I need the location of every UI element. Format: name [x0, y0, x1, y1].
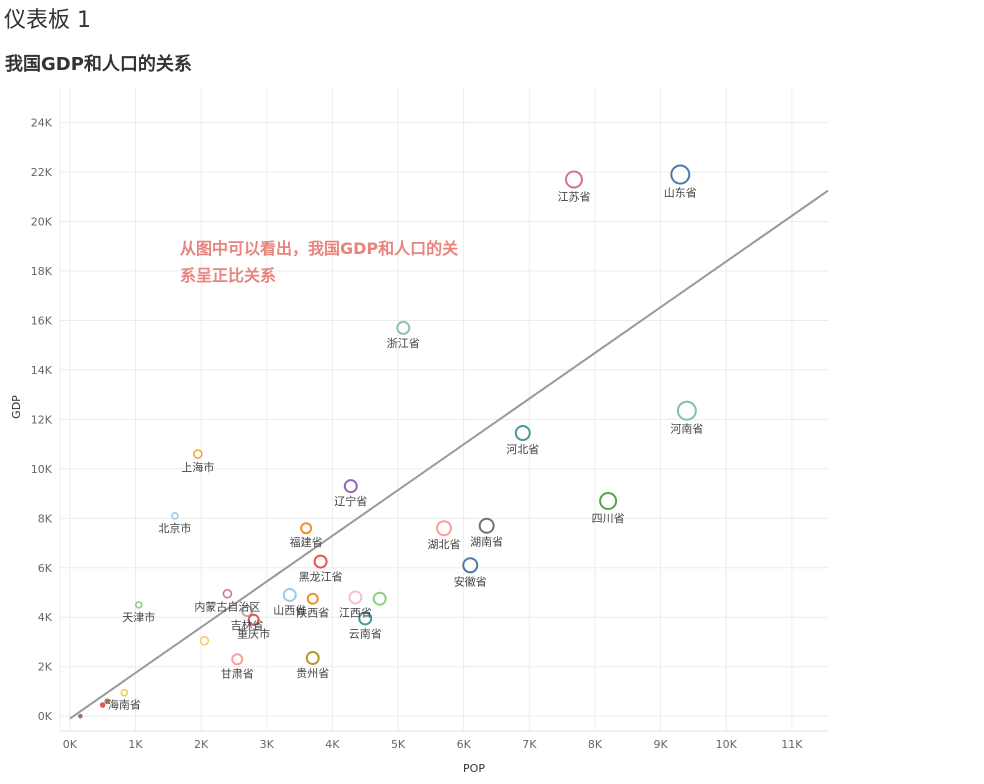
x-tick-label: 2K [194, 738, 209, 751]
data-point[interactable] [231, 653, 244, 666]
data-point[interactable] [171, 512, 179, 520]
data-point[interactable] [300, 522, 313, 535]
data-point[interactable] [120, 688, 129, 697]
x-tick-label: 6K [457, 738, 472, 751]
data-point[interactable] [372, 591, 387, 606]
y-axis-label: GDP [10, 395, 23, 419]
point-label: 内蒙古自治区 [194, 600, 260, 614]
data-point[interactable] [436, 520, 452, 537]
point-label: 河南省 [670, 423, 703, 436]
trend-line [69, 189, 829, 720]
y-tick-label: 0K [38, 710, 53, 723]
point-label: 吉林省 [231, 618, 264, 632]
point-label: 云南省 [349, 627, 382, 640]
gridlines [59, 88, 828, 732]
data-point[interactable] [134, 601, 143, 609]
dashboard-title: 仪表板 1 [4, 8, 91, 33]
y-tick-label: 12K [31, 413, 53, 426]
point-label: 山西省 [273, 604, 306, 617]
x-tick-label: 3K [260, 738, 275, 751]
x-axis-label: POP [463, 762, 485, 775]
y-tick-label: 22K [31, 166, 53, 179]
point-label: 北京市 [158, 521, 191, 535]
data-point[interactable] [396, 320, 411, 335]
data-point[interactable] [306, 592, 319, 605]
data-point[interactable] [313, 554, 328, 569]
data-point[interactable] [104, 698, 111, 705]
point-label: 重庆市 [237, 627, 270, 641]
x-tick-label: 7K [522, 738, 537, 751]
point-label: 河北省 [506, 443, 539, 456]
data-point[interactable] [462, 557, 479, 574]
point-label: 江西省 [339, 606, 372, 619]
chart-title: 我国GDP和人口的关系 [5, 54, 192, 75]
data-point[interactable] [348, 590, 363, 605]
y-tick-label: 20K [31, 216, 53, 229]
point-label: 湖北省 [428, 538, 461, 551]
data-point[interactable] [670, 164, 691, 185]
point-label: 福建省 [290, 535, 323, 549]
data-point[interactable] [358, 611, 373, 626]
x-tick-label: 10K [716, 738, 738, 751]
point-label: 江苏省 [557, 191, 590, 204]
data-point[interactable] [199, 635, 210, 646]
y-tick-label: 18K [31, 265, 53, 278]
data-point[interactable] [193, 449, 203, 459]
point-label: 山东省 [664, 187, 697, 200]
data-point[interactable] [247, 613, 260, 626]
data-point[interactable] [305, 651, 320, 666]
point-label: 黑龙江省 [299, 571, 343, 584]
data-point[interactable] [241, 605, 254, 618]
y-tick-label: 10K [31, 463, 53, 476]
x-tick-label: 8K [588, 738, 603, 751]
trend-line-group [69, 189, 829, 720]
point-label: 浙江省 [387, 337, 420, 350]
x-tick-label: 11K [781, 738, 803, 751]
point-label: 甘肃省 [221, 667, 254, 680]
data-point[interactable] [282, 587, 297, 602]
data-points [78, 164, 697, 719]
y-tick-label: 8K [38, 512, 53, 525]
data-point[interactable] [599, 492, 618, 511]
data-point[interactable] [343, 479, 358, 494]
x-tick-label: 5K [391, 738, 406, 751]
y-tick-label: 24K [31, 117, 53, 130]
data-point[interactable] [514, 424, 531, 441]
y-tick-label: 6K [38, 562, 53, 575]
annotation-text: 系呈正比关系 [180, 266, 276, 285]
point-label: 海南省 [108, 698, 141, 712]
data-point[interactable] [222, 588, 233, 599]
tick-labels: 0K 1K 2K 3K 4K 5K 6K 7K 8K 9K 10K 11K 0K 2K 4K 6K 8K 10K 1… [31, 117, 804, 751]
data-point[interactable] [676, 400, 697, 421]
x-tick-label: 1K [128, 738, 143, 751]
x-tick-label: 9K [654, 738, 669, 751]
y-tick-label: 2K [38, 661, 53, 674]
data-point[interactable] [478, 517, 495, 534]
data-point[interactable] [99, 702, 106, 708]
x-tick-label: 4K [325, 738, 340, 751]
y-tick-label: 4K [38, 611, 53, 624]
point-label: 四川省 [592, 512, 625, 525]
y-tick-label: 16K [31, 314, 53, 327]
point-label: 安徽省 [454, 574, 487, 588]
point-label: 天津市 [122, 610, 155, 624]
annotation-text: 从图中可以看出，我国GDP和人口的关 [180, 239, 458, 258]
point-label: 贵州省 [296, 667, 329, 680]
point-label: 辽宁省 [334, 494, 367, 508]
point-label: 湖南省 [470, 536, 503, 549]
data-point[interactable] [78, 713, 83, 719]
point-label: 陕西省 [296, 606, 329, 620]
data-point[interactable] [564, 170, 583, 189]
point-label: 上海市 [181, 460, 214, 474]
y-tick-label: 14K [31, 364, 53, 377]
x-tick-label: 0K [63, 738, 78, 751]
